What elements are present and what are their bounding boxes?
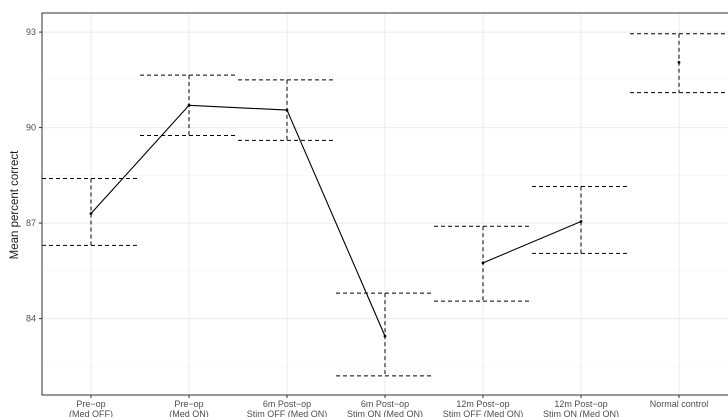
x-tick-label: Pre−op (Med OFF) (69, 399, 113, 417)
y-tick-label: 93 (26, 27, 36, 37)
data-point (579, 220, 583, 223)
data-point (481, 261, 485, 265)
data-point (383, 334, 387, 338)
x-tick-label-line: 12m Post−op (456, 399, 509, 409)
series-line (482, 221, 582, 264)
x-tick-label-line: Stim OFF (Med ON) (247, 409, 328, 417)
x-tick-label: 6m Post−op Stim ON (Med ON) (347, 399, 423, 417)
error-bar (42, 178, 140, 246)
y-tick-label: 84 (26, 314, 36, 324)
x-tick-label-line: 12m Post−op (554, 399, 607, 409)
plot-frame (41, 12, 728, 396)
error-bars (42, 33, 728, 377)
error-bar (532, 185, 630, 254)
x-tick-label-line: Stim ON (Med ON) (543, 409, 619, 417)
plot-border (41, 12, 728, 396)
data-point (187, 103, 191, 107)
x-tick-label-line: (Med OFF) (69, 409, 113, 417)
series-line (90, 104, 386, 337)
x-tick-label: Normal control (650, 399, 709, 409)
x-tick-label-line: Pre−op (76, 399, 105, 409)
x-tick-label: Pre−op (Med ON) (169, 399, 209, 417)
x-tick-label-line: 6m Post−op (361, 399, 409, 409)
series-lines (90, 104, 582, 337)
data-point (89, 212, 93, 215)
x-tick-label-line: (Med ON) (169, 409, 209, 417)
data-point (677, 60, 681, 64)
y-axis-label: Mean percent correct (9, 150, 21, 259)
error-bar (336, 292, 434, 377)
x-tick-label: 12m Post−op Stim ON (Med ON) (543, 399, 619, 417)
x-tick-label-line: 6m Post−op (263, 399, 311, 409)
x-tick-label: 6m Post−op Stim OFF (Med ON) (247, 399, 328, 417)
y-tick-label: 87 (26, 218, 36, 228)
data-point (285, 108, 289, 112)
x-tick-label-line: Stim OFF (Med ON) (443, 409, 524, 417)
y-tick-label: 90 (26, 123, 36, 133)
x-tick-label-line: Stim ON (Med ON) (347, 409, 423, 417)
x-tick-label: 12m Post−op Stim OFF (Med ON) (443, 399, 524, 417)
x-tick-label-line: Normal control (650, 399, 709, 409)
x-tick-label-line: Pre−op (174, 399, 203, 409)
data-points (89, 60, 681, 338)
